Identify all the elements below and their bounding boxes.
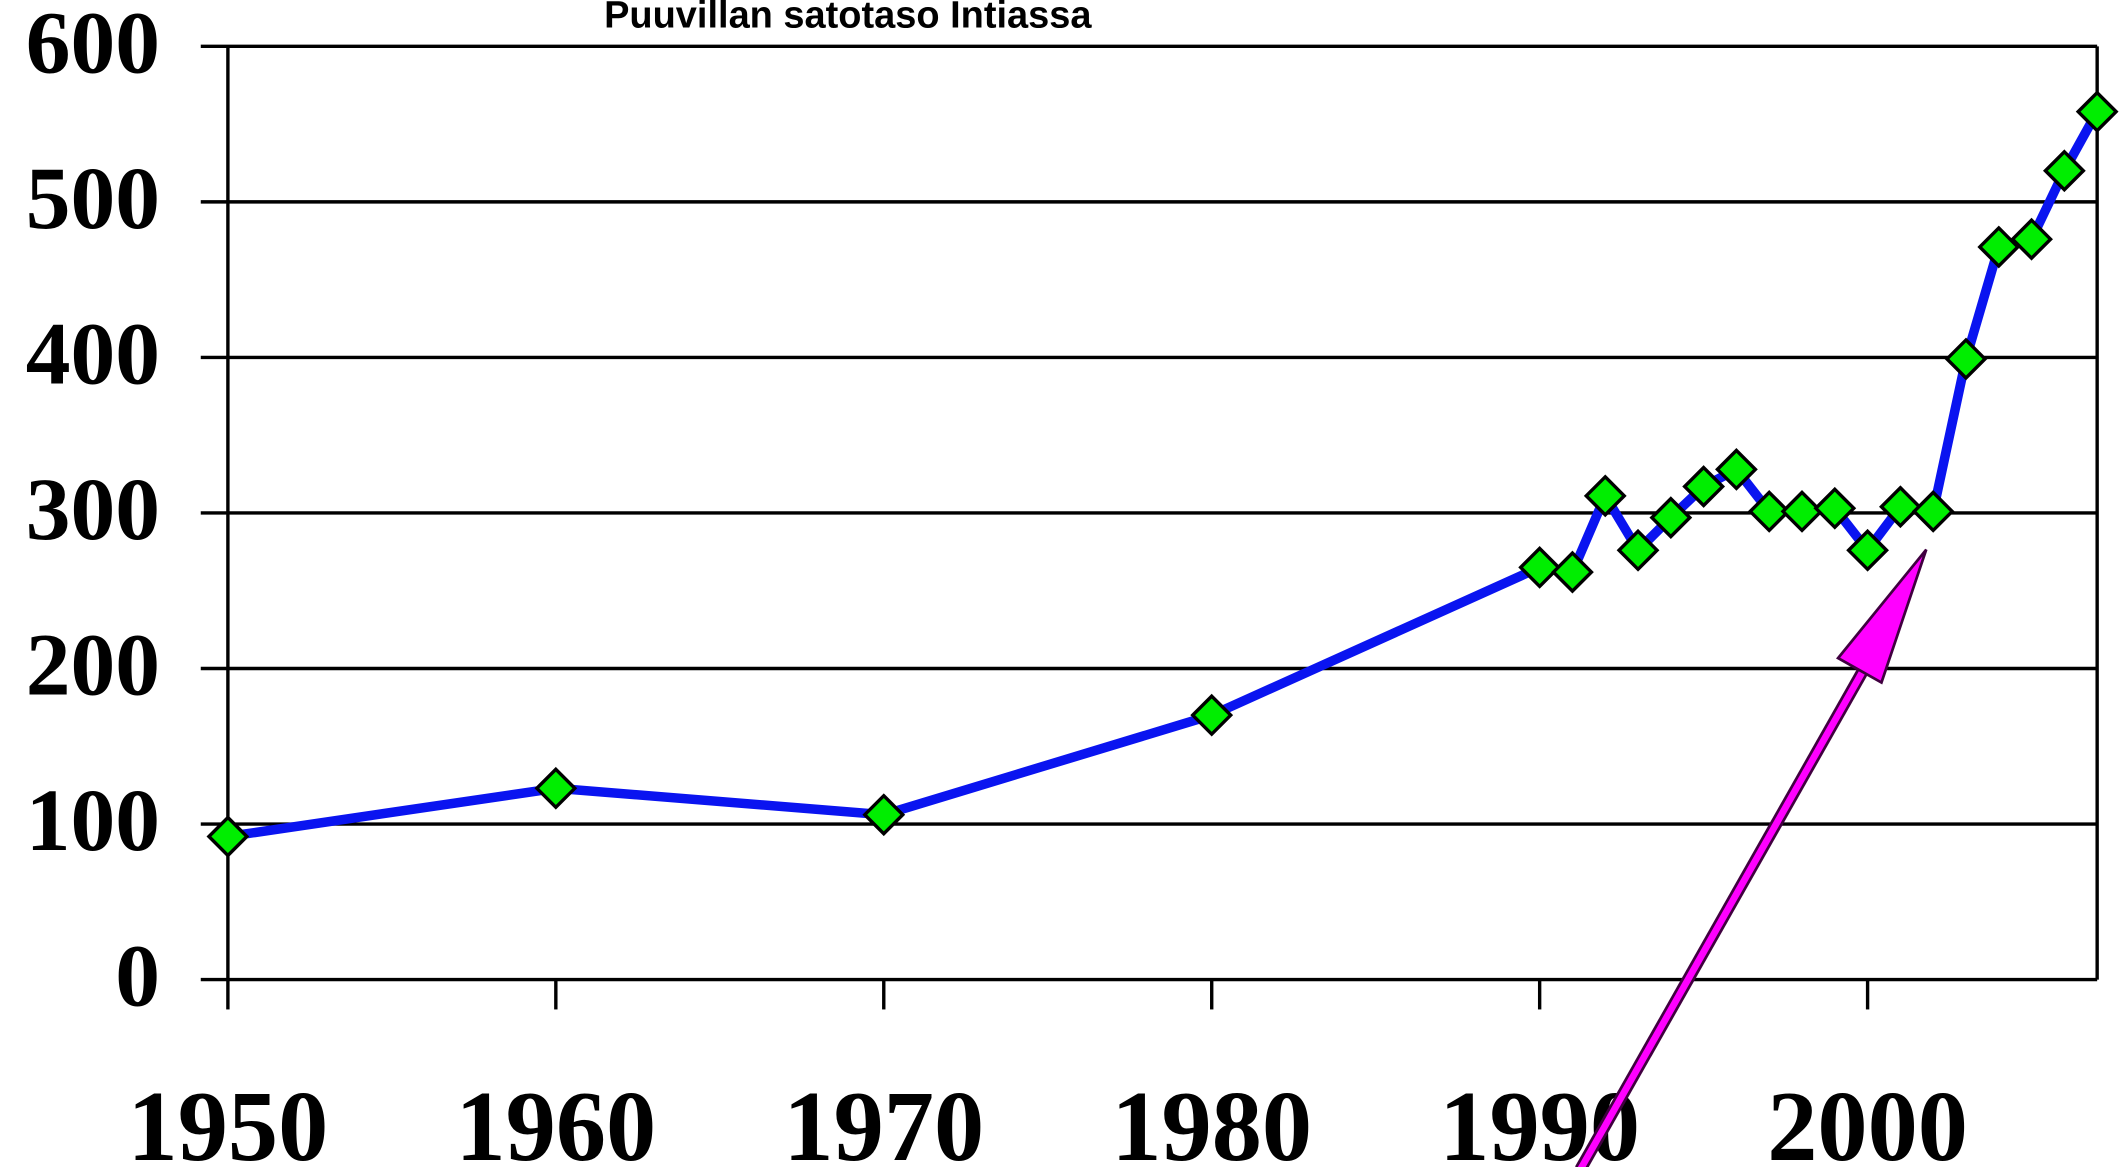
data-point (1551, 550, 1594, 594)
x-tick-label: 1960 (455, 1071, 656, 1167)
y-tick-label: 500 (26, 149, 160, 248)
x-tick-label: 1970 (783, 1071, 984, 1167)
data-point (1780, 490, 1824, 533)
data-point (1190, 693, 1234, 737)
x-tick-label: 1980 (1111, 1071, 1312, 1167)
data-point (1715, 448, 1758, 491)
series-line (227, 109, 2102, 842)
y-tick-label: 0 (115, 927, 160, 1026)
arrow-head (1835, 548, 1928, 685)
x-tick-label: 1950 (128, 1071, 329, 1167)
data-point (1682, 465, 1726, 508)
y-tick-label: 200 (26, 615, 160, 714)
data-point (1911, 490, 1955, 533)
data-point (1813, 486, 1857, 530)
arrow (1575, 548, 1928, 1167)
data-point (2075, 90, 2119, 134)
data-point (1944, 337, 1988, 381)
data-point (2010, 217, 2053, 261)
data-point (1747, 490, 1791, 533)
y-tick-label: 600 (26, 0, 160, 92)
arrow-shaft (1577, 670, 1866, 1167)
data-point (862, 793, 906, 837)
data-point (206, 815, 250, 858)
y-tick-label: 400 (26, 304, 160, 403)
data-point (1616, 528, 1660, 572)
data-point (1518, 546, 1562, 589)
data-point (2042, 149, 2086, 193)
data-point (1846, 528, 1889, 572)
chart-title: Puuvillan satotaso Intiassa (604, 0, 1092, 36)
data-point (534, 766, 578, 810)
data-point (1977, 225, 2021, 269)
data-point (1649, 496, 1693, 540)
x-tick-label: 2000 (1767, 1071, 1968, 1167)
data-point (1583, 474, 1627, 518)
y-tick-label: 100 (26, 771, 160, 870)
data-point (1879, 485, 1922, 529)
y-tick-label: 300 (26, 460, 160, 559)
